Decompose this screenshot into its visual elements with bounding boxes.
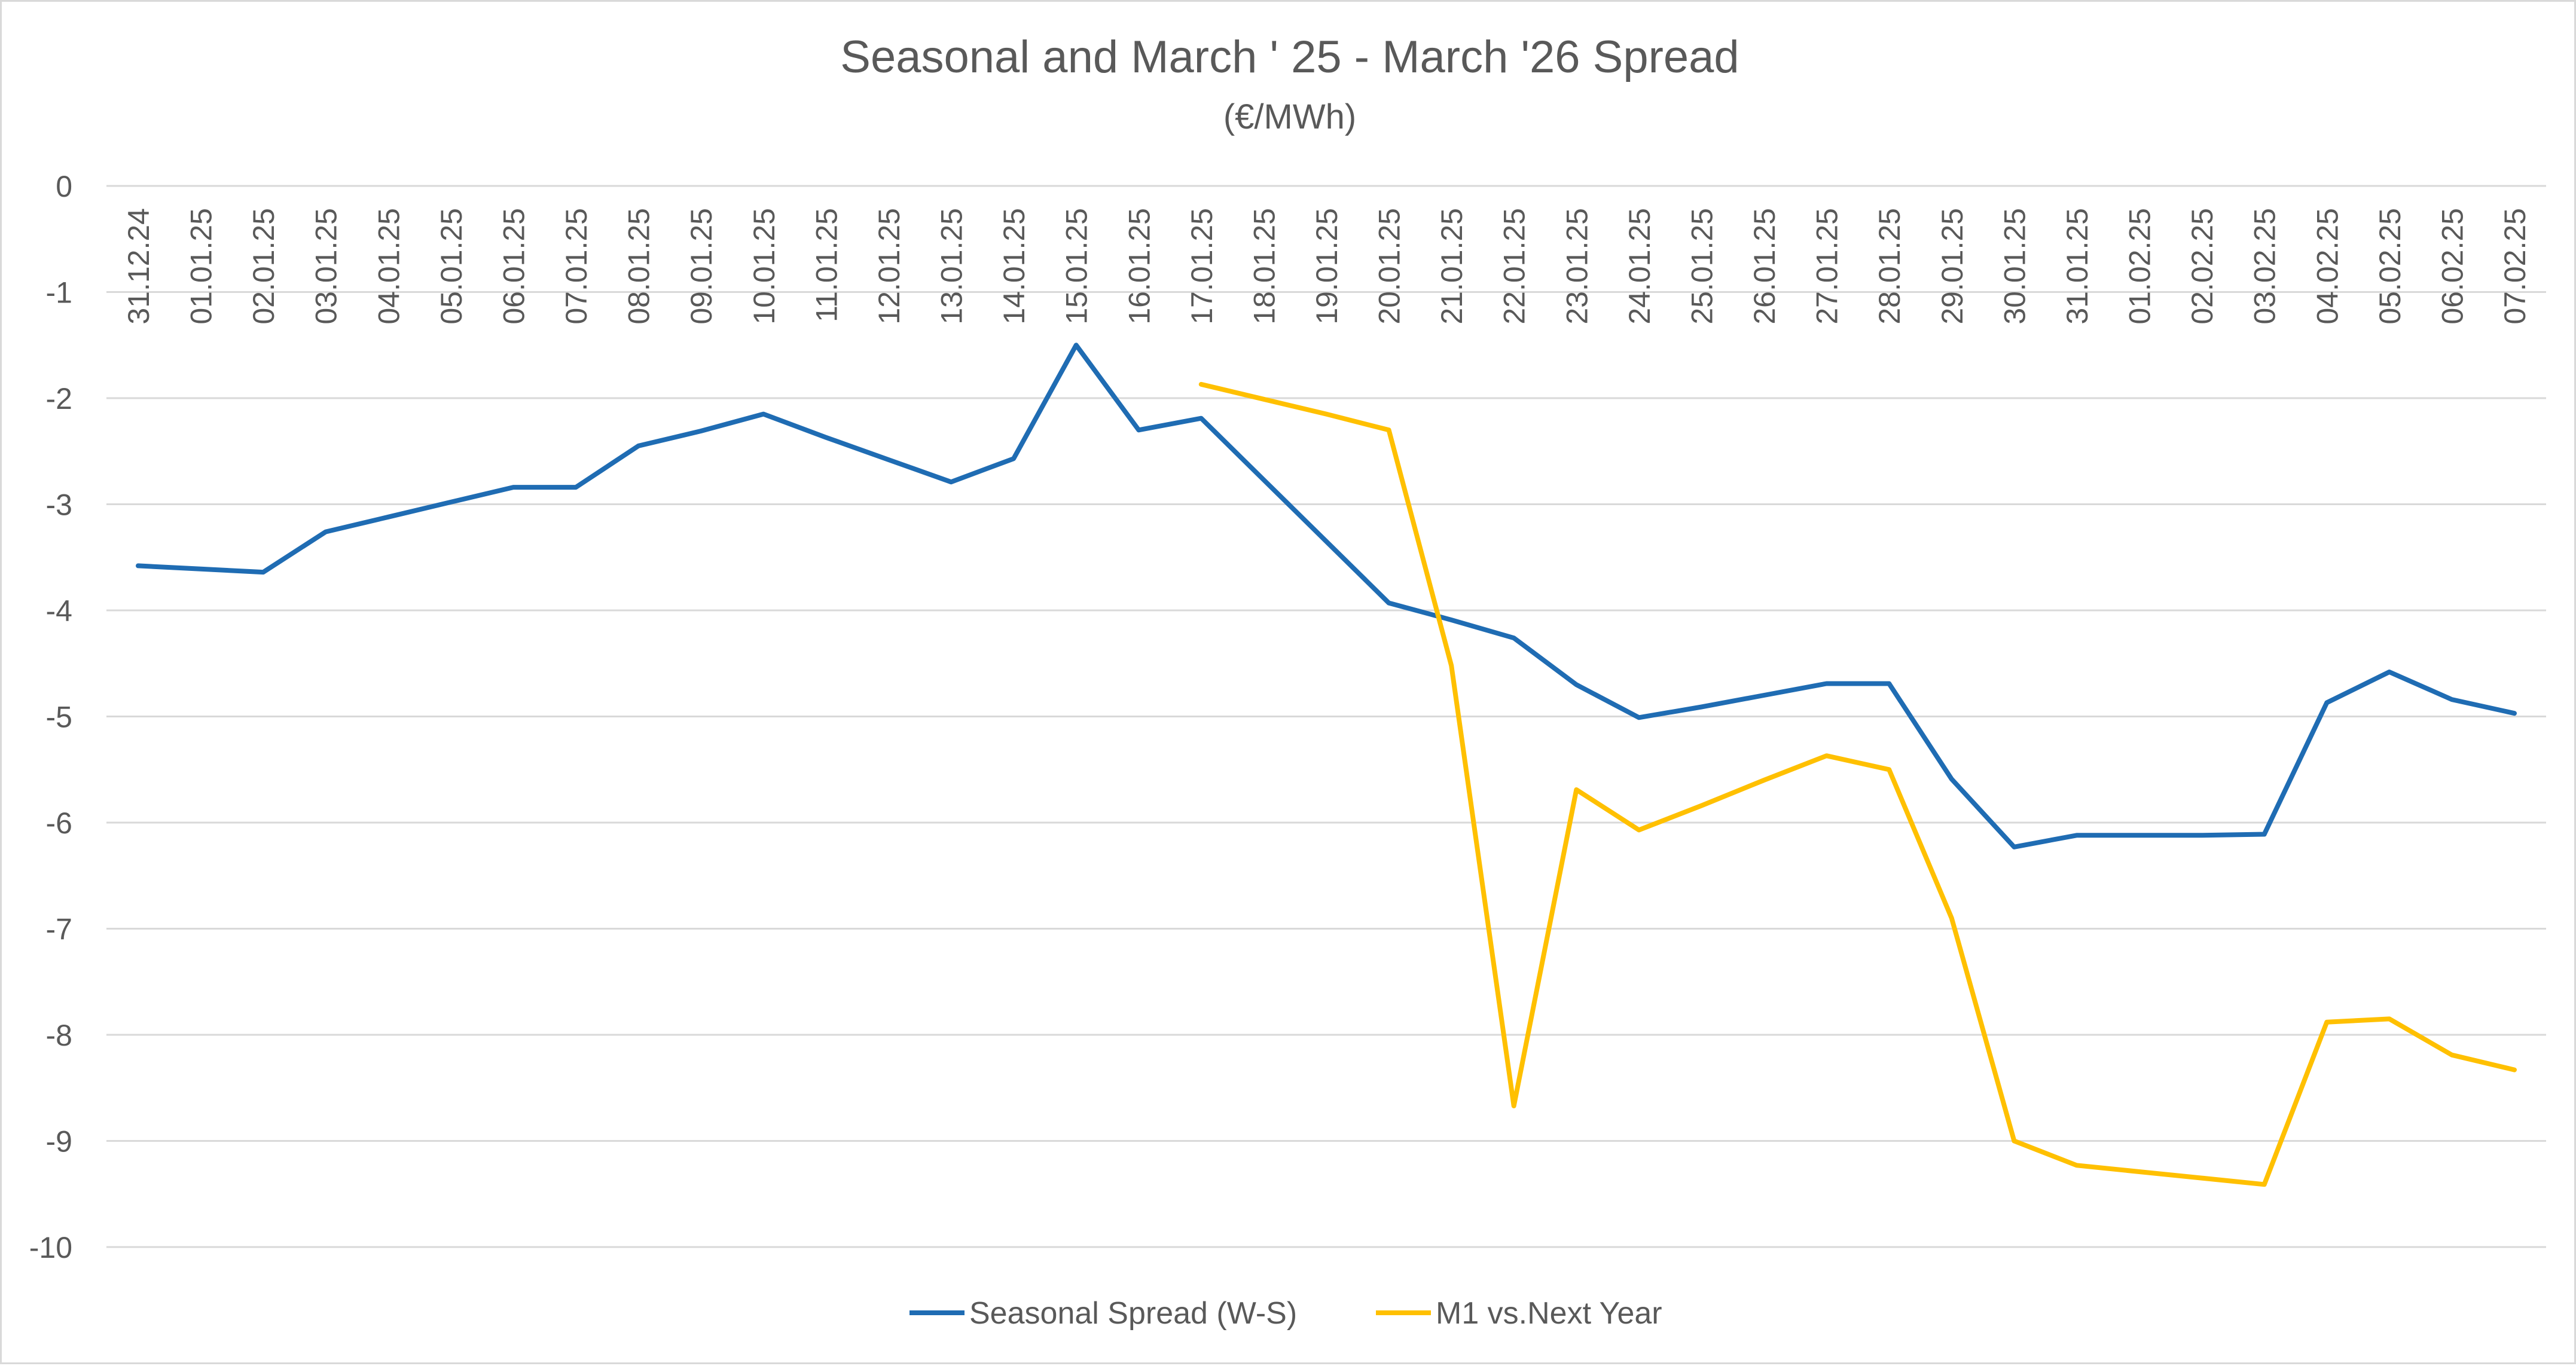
x-tick-label: 06.02.25 (2435, 208, 2469, 325)
legend-label-1: Seasonal Spread (W-S) (969, 1296, 1297, 1331)
x-tick-label: 21.01.25 (1435, 208, 1469, 325)
y-tick-label: -7 (46, 913, 72, 946)
x-tick-label: 24.01.25 (1623, 208, 1656, 325)
x-tick-label: 05.01.25 (435, 208, 468, 325)
y-axis: 0 -1 -2 -3 -4 -5 -6 -7 -8 -9 -10 (29, 170, 72, 1264)
y-tick-label: -9 (46, 1125, 72, 1159)
x-tick-label: 07.01.25 (560, 208, 593, 325)
x-tick-label: 18.01.25 (1247, 208, 1281, 325)
x-tick-label: 26.01.25 (1748, 208, 1781, 325)
x-tick-label: 16.01.25 (1122, 208, 1156, 325)
y-tick-label: -1 (46, 276, 72, 310)
x-tick-label: 14.01.25 (997, 208, 1031, 325)
x-tick-label: 31.01.25 (2061, 208, 2094, 325)
y-tick-label: 0 (56, 170, 72, 203)
x-tick-label: 12.01.25 (872, 208, 906, 325)
x-tick-label: 02.02.25 (2186, 208, 2219, 325)
legend: Seasonal Spread (W-S) M1 vs.Next Year (909, 1296, 1662, 1331)
series-line-1 (136, 343, 2517, 849)
y-tick-label: -4 (46, 594, 72, 628)
y-tick-label: -10 (29, 1231, 72, 1264)
y-tick-label: -2 (46, 382, 72, 415)
legend-label-2: M1 vs.Next Year (1436, 1296, 1662, 1331)
x-tick-label: 20.01.25 (1373, 208, 1406, 325)
x-tick-label: 07.02.25 (2498, 208, 2532, 325)
series-line-2 (1198, 381, 2517, 1187)
x-tick-label: 03.02.25 (2248, 208, 2282, 325)
x-tick-label: 01.01.25 (185, 208, 218, 325)
y-tick-label: -6 (46, 806, 72, 840)
x-tick-label: 08.01.25 (622, 208, 656, 325)
x-tick-label: 28.01.25 (1873, 208, 1906, 325)
x-tick-label: 30.01.25 (1998, 208, 2031, 325)
x-tick-label: 19.01.25 (1310, 208, 1344, 325)
x-tick-label: 27.01.25 (1811, 208, 1844, 325)
series-lines (136, 343, 2517, 1187)
x-tick-label: 05.02.25 (2373, 208, 2407, 325)
x-tick-label: 25.01.25 (1685, 208, 1719, 325)
x-tick-label: 23.01.25 (1560, 208, 1594, 325)
x-tick-label: 22.01.25 (1498, 208, 1531, 325)
x-tick-label: 01.02.25 (2123, 208, 2157, 325)
y-tick-label: -3 (46, 488, 72, 522)
x-tick-label: 11.01.25 (810, 208, 843, 322)
x-tick-label: 04.01.25 (372, 208, 405, 325)
y-tick-label: -5 (46, 701, 72, 734)
y-tick-label: -8 (46, 1019, 72, 1052)
x-tick-label: 09.01.25 (685, 208, 718, 325)
gridlines (106, 185, 2546, 1248)
x-tick-label: 29.01.25 (1936, 208, 1969, 325)
x-tick-label: 02.01.25 (247, 208, 280, 325)
x-tick-label: 15.01.25 (1060, 208, 1094, 325)
x-tick-label: 31.12.24 (122, 208, 155, 325)
x-tick-label: 10.01.25 (747, 208, 781, 325)
chart-title: Seasonal and March ' 25 - March '26 Spre… (840, 32, 1739, 82)
x-tick-label: 06.01.25 (497, 208, 530, 325)
x-tick-label: 04.02.25 (2311, 208, 2344, 325)
x-tick-label: 03.01.25 (310, 208, 343, 325)
x-tick-label: 13.01.25 (935, 208, 969, 325)
x-axis: 31.12.24 01.01.25 02.01.25 03.01.25 04.01.25… (122, 208, 2532, 325)
x-tick-label: 17.01.25 (1185, 208, 1219, 325)
chart-subtitle: (€/MWh) (1223, 97, 1356, 136)
